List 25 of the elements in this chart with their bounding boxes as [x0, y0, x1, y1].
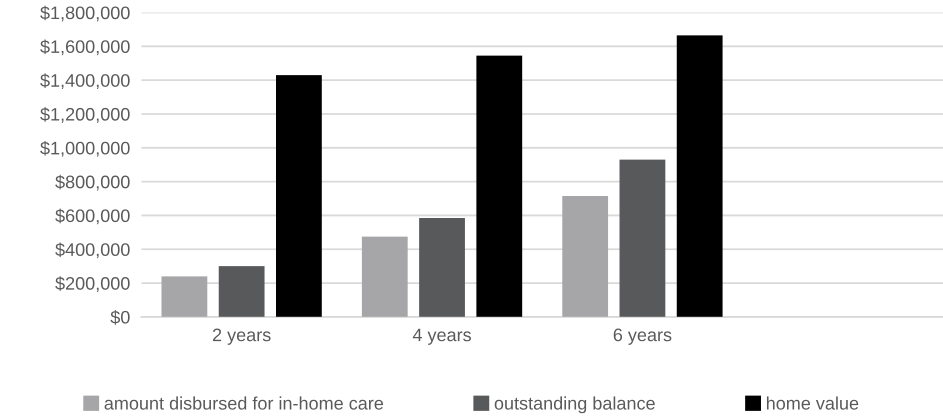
- y-tick-label: $1,800,000: [40, 6, 130, 22]
- bar: [362, 236, 408, 317]
- y-tick-label: $600,000: [55, 208, 130, 224]
- y-tick-label: $1,200,000: [40, 107, 130, 123]
- y-tick-label: $200,000: [55, 276, 130, 292]
- bar: [562, 196, 608, 317]
- x-tick-label: 4 years: [412, 328, 471, 345]
- bar: [218, 266, 265, 317]
- y-tick-label: $1,000,000: [40, 140, 130, 157]
- y-tick-label: $1,600,000: [40, 40, 130, 56]
- bar: [419, 218, 465, 317]
- bar: [620, 160, 666, 317]
- bar: [276, 75, 322, 317]
- legend-label: home value: [766, 396, 858, 410]
- y-tick-label: $0: [110, 310, 130, 325]
- y-tick-label: $800,000: [55, 174, 130, 190]
- y-tick-label: $1,400,000: [40, 73, 130, 90]
- bar: [161, 276, 208, 317]
- legend-label: outstanding balance: [494, 396, 655, 414]
- x-tick-label: 2 years: [212, 328, 271, 345]
- legend-label: amount disbursed for in-home care: [104, 396, 384, 410]
- y-tick-label: $400,000: [55, 242, 130, 258]
- bar: [676, 35, 723, 317]
- bar: [476, 56, 522, 317]
- x-tick-label: 6 years: [614, 328, 672, 345]
